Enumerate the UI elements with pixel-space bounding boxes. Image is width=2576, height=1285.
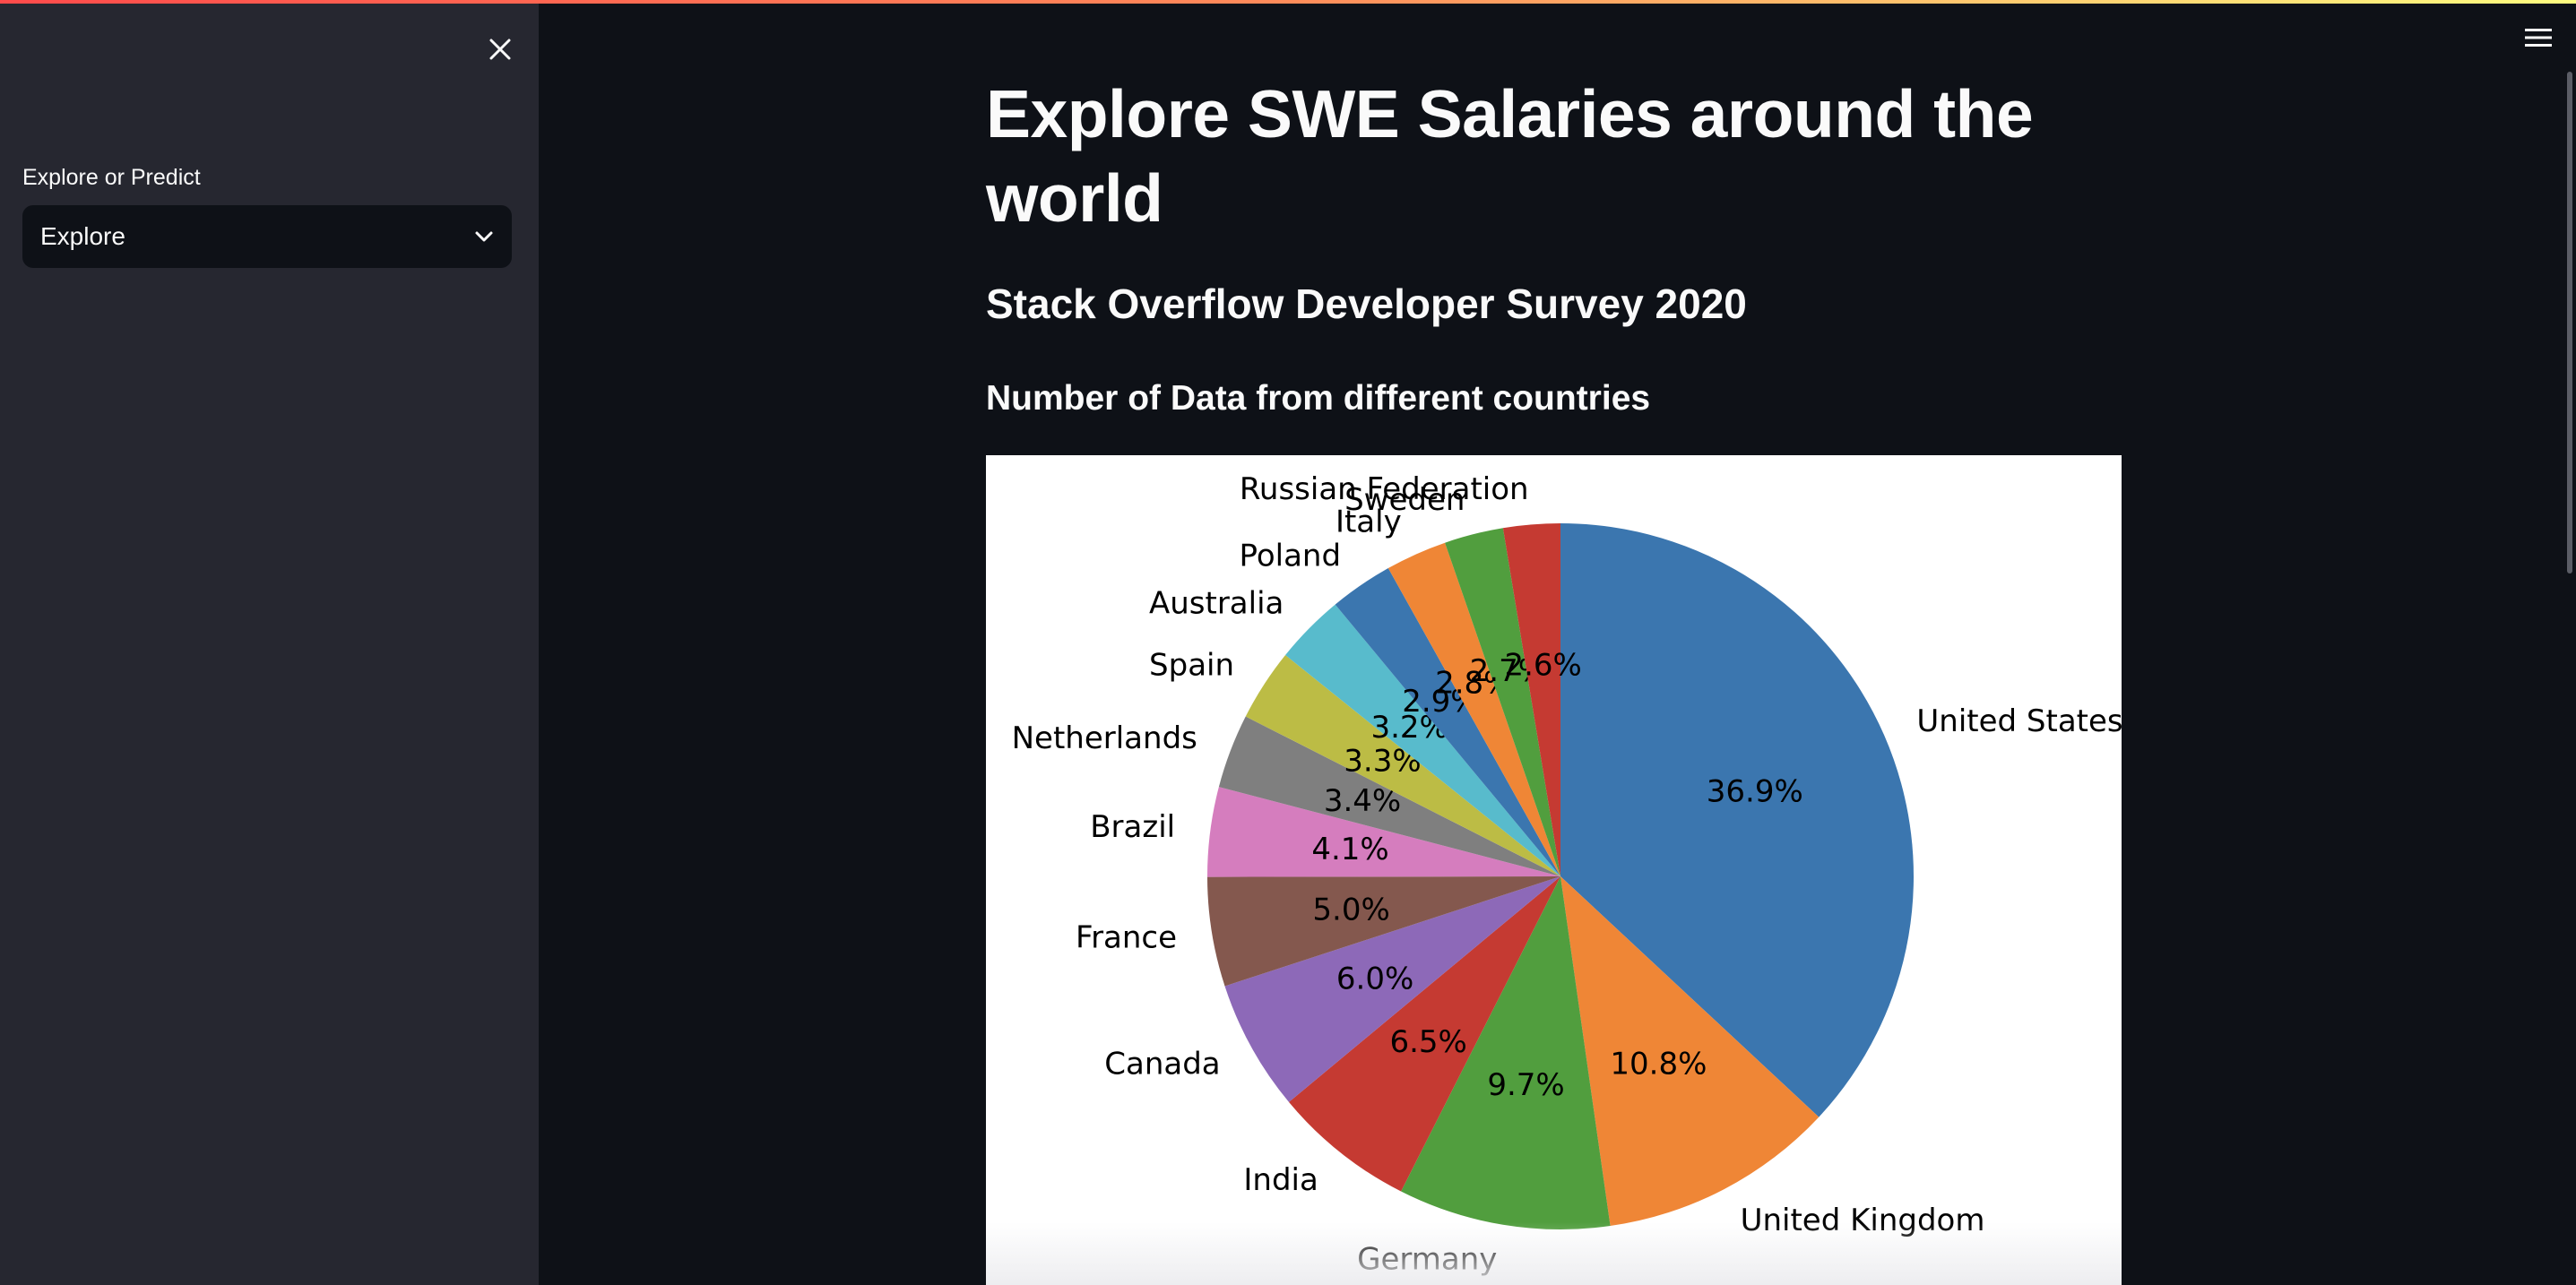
slice-percent-label: 36.9% xyxy=(1707,774,1803,810)
chevron-down-icon xyxy=(475,231,493,242)
slice-category-label: United States xyxy=(1916,703,2122,739)
main-content: Explore SWE Salaries around the world xyxy=(986,72,2122,240)
pie-slice-netherlands xyxy=(1218,716,1560,876)
explore-predict-select[interactable]: Explore xyxy=(22,205,512,268)
slice-category-label: Germany xyxy=(1357,1242,1497,1278)
pie-slice-india xyxy=(1288,876,1560,1192)
close-icon xyxy=(489,39,511,60)
select-label: Explore or Predict xyxy=(22,165,201,190)
pie-slice-italy xyxy=(1387,542,1560,876)
slice-percent-label: 2.6% xyxy=(1504,647,1581,683)
slice-percent-label: 10.8% xyxy=(1610,1047,1707,1082)
page-scrollbar[interactable] xyxy=(2567,72,2572,574)
pie-slice-france xyxy=(1207,876,1560,987)
pie-chart-svg: 36.9% United States 10.8% United Kingdom 9.7… xyxy=(1012,471,2122,1278)
pie-slice-united-states xyxy=(1560,523,1914,1117)
pie-slice-spain xyxy=(1245,654,1560,876)
slice-percent-label: 3.4% xyxy=(1324,783,1401,819)
slice-category-label: France xyxy=(1076,920,1177,956)
slice-category-label: Australia xyxy=(1149,586,1284,622)
slice-percent-label: 9.7% xyxy=(1487,1067,1564,1103)
slice-category-label: India xyxy=(1243,1162,1318,1198)
slice-category-label: Poland xyxy=(1240,538,1342,574)
pie-slice-united-kingdom xyxy=(1560,876,1820,1227)
top-decoration-bar xyxy=(0,0,2576,4)
main-menu-button[interactable] xyxy=(2519,20,2558,56)
pie-slice-brazil xyxy=(1207,787,1560,877)
pie-slice-germany xyxy=(1401,876,1611,1229)
slice-percent-label: 4.1% xyxy=(1311,832,1388,867)
pie-slice-australia xyxy=(1285,604,1560,876)
slice-category-label: Sweden xyxy=(1344,482,1465,518)
slice-category-label: Netherlands xyxy=(1012,720,1197,756)
slice-category-label: Spain xyxy=(1149,648,1234,684)
pie-slice-sweden xyxy=(1445,528,1560,876)
hamburger-menu-icon xyxy=(2525,29,2552,47)
select-value: Explore xyxy=(40,222,125,250)
pie-slice-poland xyxy=(1335,568,1560,876)
section-heading: Number of Data from different countries xyxy=(986,379,1651,418)
slice-category-label: Brazil xyxy=(1090,809,1175,845)
slice-percent-label: 5.0% xyxy=(1312,892,1389,927)
pie-chart: 36.9% United States 10.8% United Kingdom 9.7… xyxy=(986,455,2122,1285)
slice-category-label: Russian Federation xyxy=(1240,471,1529,507)
slice-percent-label: 6.0% xyxy=(1336,961,1413,996)
sidebar: Explore or Predict Explore xyxy=(0,4,539,1285)
slice-category-label: United Kingdom xyxy=(1741,1203,1985,1238)
page-subtitle: Stack Overflow Developer Survey 2020 xyxy=(986,280,1747,327)
pie-slice-russian-federation xyxy=(1502,523,1560,876)
close-sidebar-button[interactable] xyxy=(478,27,523,72)
slice-percent-label: 6.5% xyxy=(1389,1024,1466,1060)
page-title: Explore SWE Salaries around the world xyxy=(986,76,2034,236)
slice-category-label: Canada xyxy=(1104,1047,1220,1082)
pie-slice-canada xyxy=(1224,876,1560,1102)
slice-category-label: Italy xyxy=(1336,505,1402,540)
